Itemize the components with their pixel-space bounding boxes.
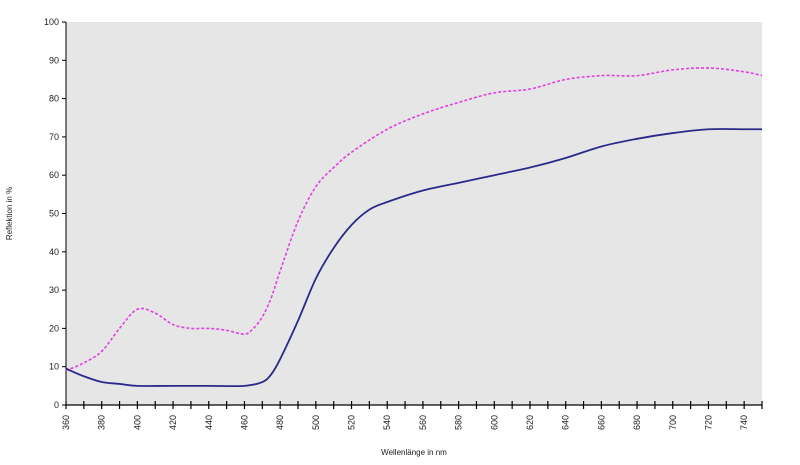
x-tick-label: 500 [311,415,321,430]
y-tick-label: 20 [49,323,59,333]
y-tick-label: 40 [49,247,59,257]
x-tick-label: 520 [347,415,357,430]
series-line-solid [65,128,762,388]
x-tick-label: 580 [454,415,464,430]
y-tick-label: 90 [49,55,59,65]
y-tick-label: 70 [49,132,59,142]
y-tick-label: 100 [44,17,59,27]
series-line-dashed [65,67,763,372]
x-tick-label: 680 [632,415,642,430]
x-tick-label: 420 [168,415,178,430]
y-tick-label: 50 [49,209,59,219]
x-tick-label: 700 [668,415,678,430]
x-tick-label: 620 [525,415,535,430]
y-tick-label: 0 [54,400,59,410]
x-tick-label: 660 [596,415,606,430]
y-axis-title: Reflektion in % [5,187,14,240]
x-tick-label: 640 [561,415,571,430]
y-axis: 0 10 20 30 40 50 60 70 80 90 100 [44,17,67,410]
x-tick-label: 440 [204,415,214,430]
x-axis: 360 380 400 420 440 460 480 500 520 540 560 580 600 6… [61,401,763,430]
x-tick-label: 360 [61,415,71,430]
x-tick-label: 380 [97,415,107,430]
x-tick-label: 480 [275,415,285,430]
y-tick-label: 30 [49,285,59,295]
x-tick-label: 540 [382,415,392,430]
x-tick-label: 560 [418,415,428,430]
x-tick-label: 600 [489,415,499,430]
y-tick-label: 60 [49,170,59,180]
x-axis-title: Wellenlänge in nm [381,448,447,457]
y-tick-label: 80 [49,94,59,104]
x-tick-label: 460 [239,415,249,430]
series-layer [65,67,763,388]
x-tick-label: 740 [739,415,749,430]
y-tick-label: 10 [49,362,59,372]
x-tick-label: 400 [132,415,142,430]
x-tick-label: 720 [703,415,713,430]
plot-area [66,22,762,405]
